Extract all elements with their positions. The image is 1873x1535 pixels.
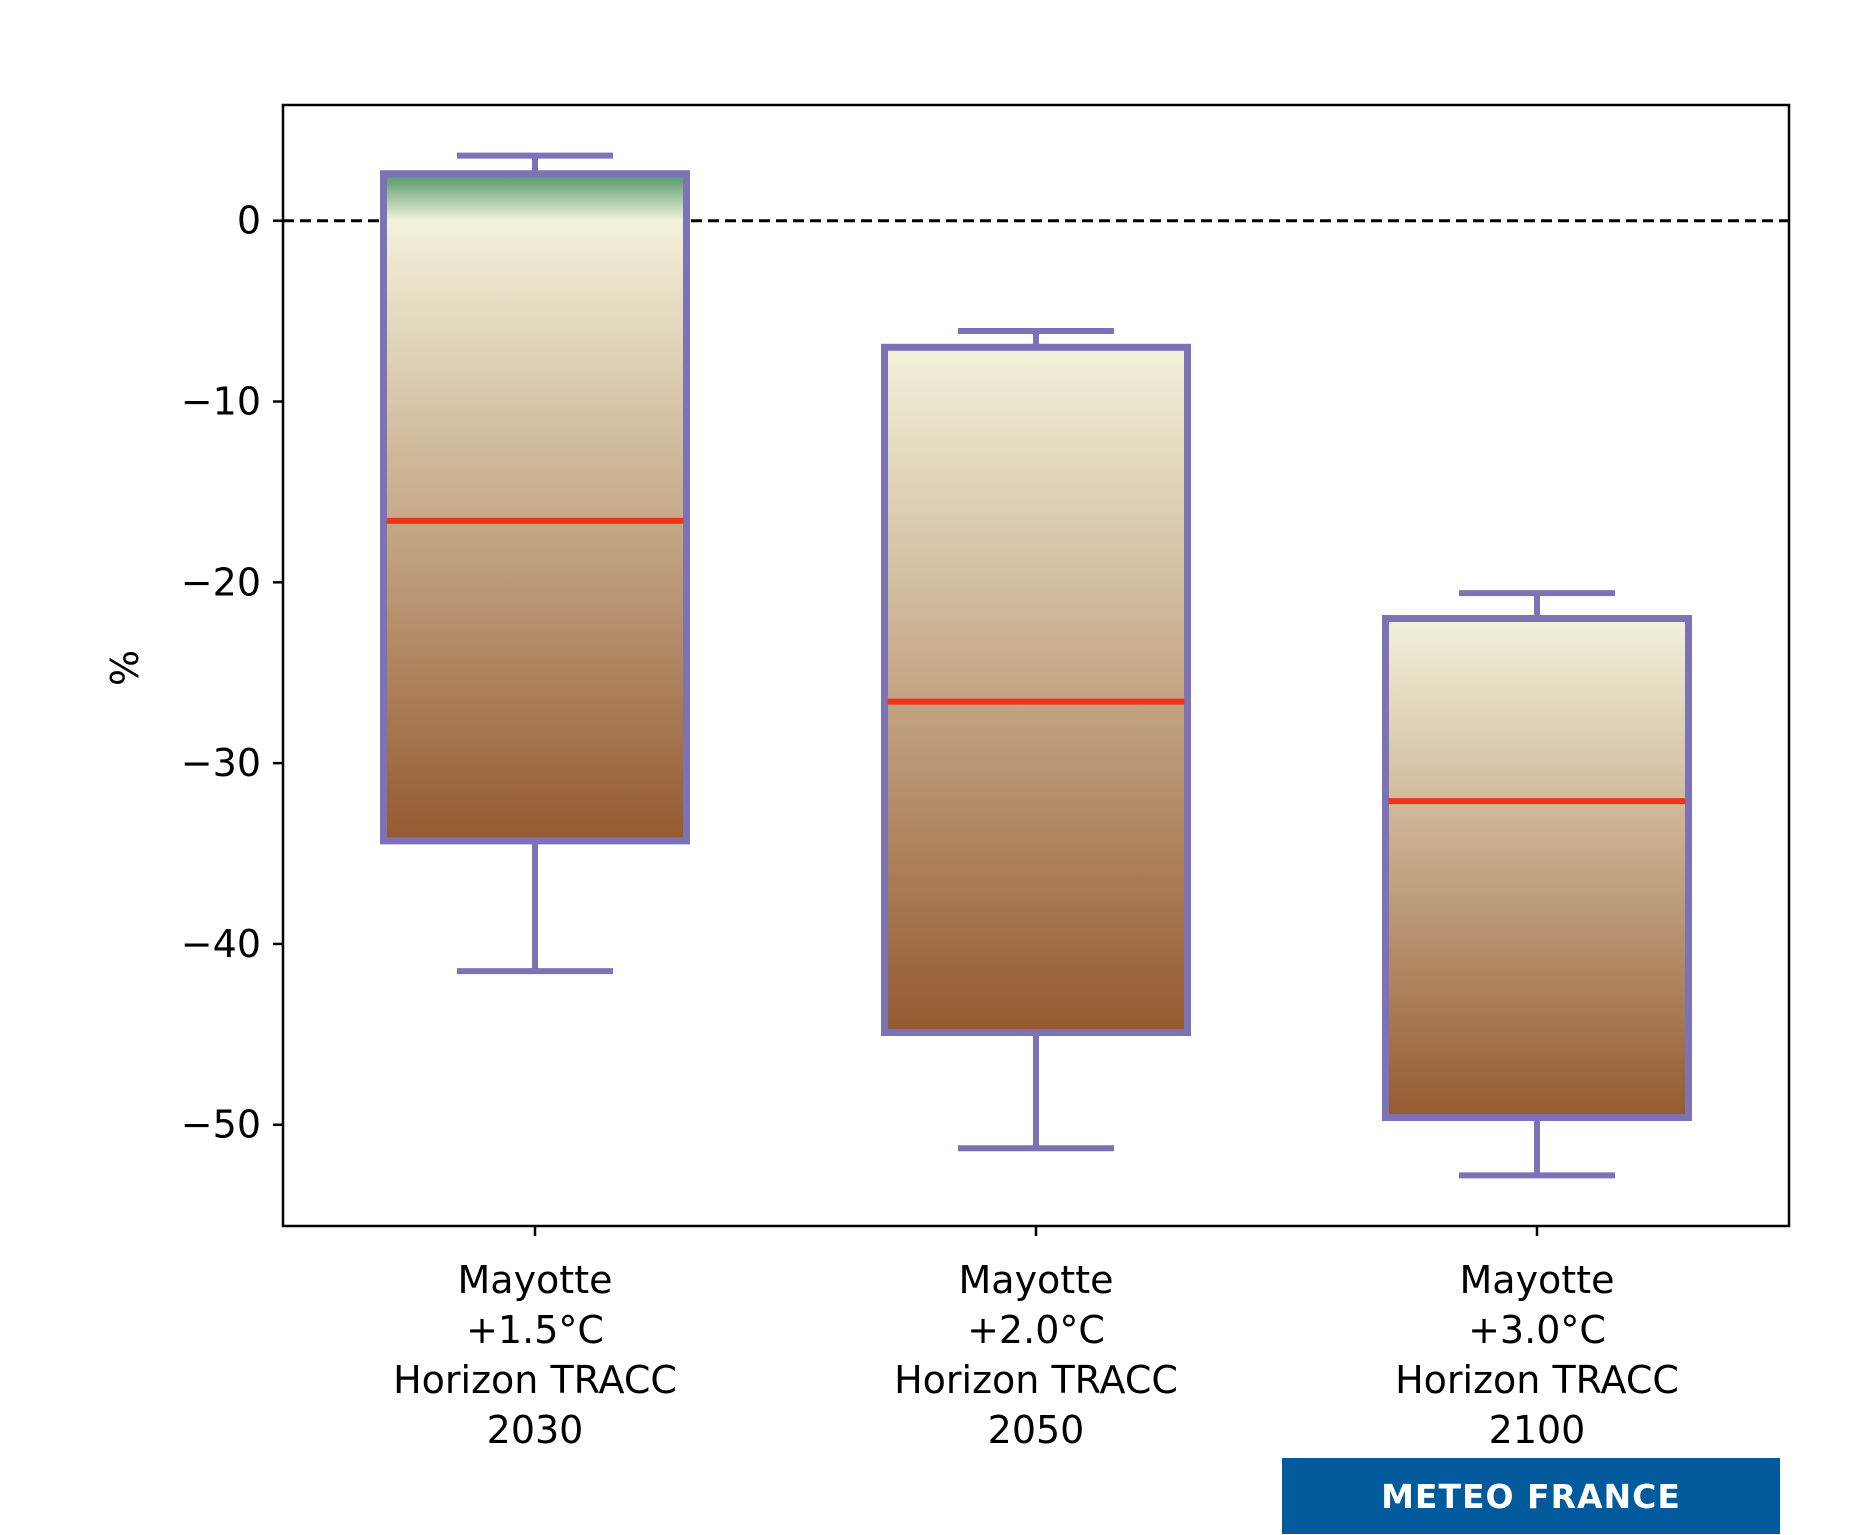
x-tick-label-line: 2100 (1489, 1408, 1586, 1452)
x-tick-label-line: Horizon TRACC (1395, 1358, 1679, 1402)
y-tick-label: −40 (181, 922, 261, 966)
box-3 (1382, 590, 1692, 1179)
x-tick-label-line: Mayotte (1460, 1258, 1615, 1302)
box-body (380, 170, 690, 845)
meteo-france-logo: METEO FRANCE (1282, 1458, 1780, 1534)
y-tick-label: −30 (181, 741, 261, 785)
x-tick-label-line: +1.5°C (466, 1308, 604, 1352)
x-tick-label-line: +3.0°C (1468, 1308, 1606, 1352)
x-tick-label-line: Horizon TRACC (393, 1358, 677, 1402)
box-1 (380, 152, 690, 975)
x-tick-label-line: 2030 (487, 1408, 584, 1452)
x-tick-label-line: Mayotte (458, 1258, 613, 1302)
x-tick-label: Mayotte +1.5°C Horizon TRACC 2030 (393, 1258, 677, 1452)
y-tick-label: −50 (181, 1103, 261, 1147)
x-tick-label-line: Mayotte (959, 1258, 1114, 1302)
x-tick-label: Mayotte +2.0°C Horizon TRACC 2050 (894, 1258, 1178, 1452)
x-tick-label-line: Horizon TRACC (894, 1358, 1178, 1402)
box-body (1382, 614, 1692, 1122)
y-tick-label: −20 (181, 560, 261, 604)
y-axis-ticks: 0 −10 −20 −30 −40 −50 (181, 199, 283, 1147)
y-tick-label: 0 (237, 199, 261, 243)
box-2 (881, 328, 1191, 1152)
box-body (881, 343, 1191, 1037)
x-tick-label-line: 2050 (988, 1408, 1085, 1452)
y-tick-label: −10 (181, 380, 261, 424)
x-tick-label-line: +2.0°C (967, 1308, 1105, 1352)
y-axis-label: % (103, 650, 147, 686)
x-axis-ticks: Mayotte +1.5°C Horizon TRACC 2030 Mayotte +2.… (393, 1226, 1679, 1452)
x-tick-label: Mayotte +3.0°C Horizon TRACC 2100 (1395, 1258, 1679, 1452)
logo-text: METEO FRANCE (1381, 1476, 1681, 1516)
boxes-layer (380, 152, 1692, 1179)
